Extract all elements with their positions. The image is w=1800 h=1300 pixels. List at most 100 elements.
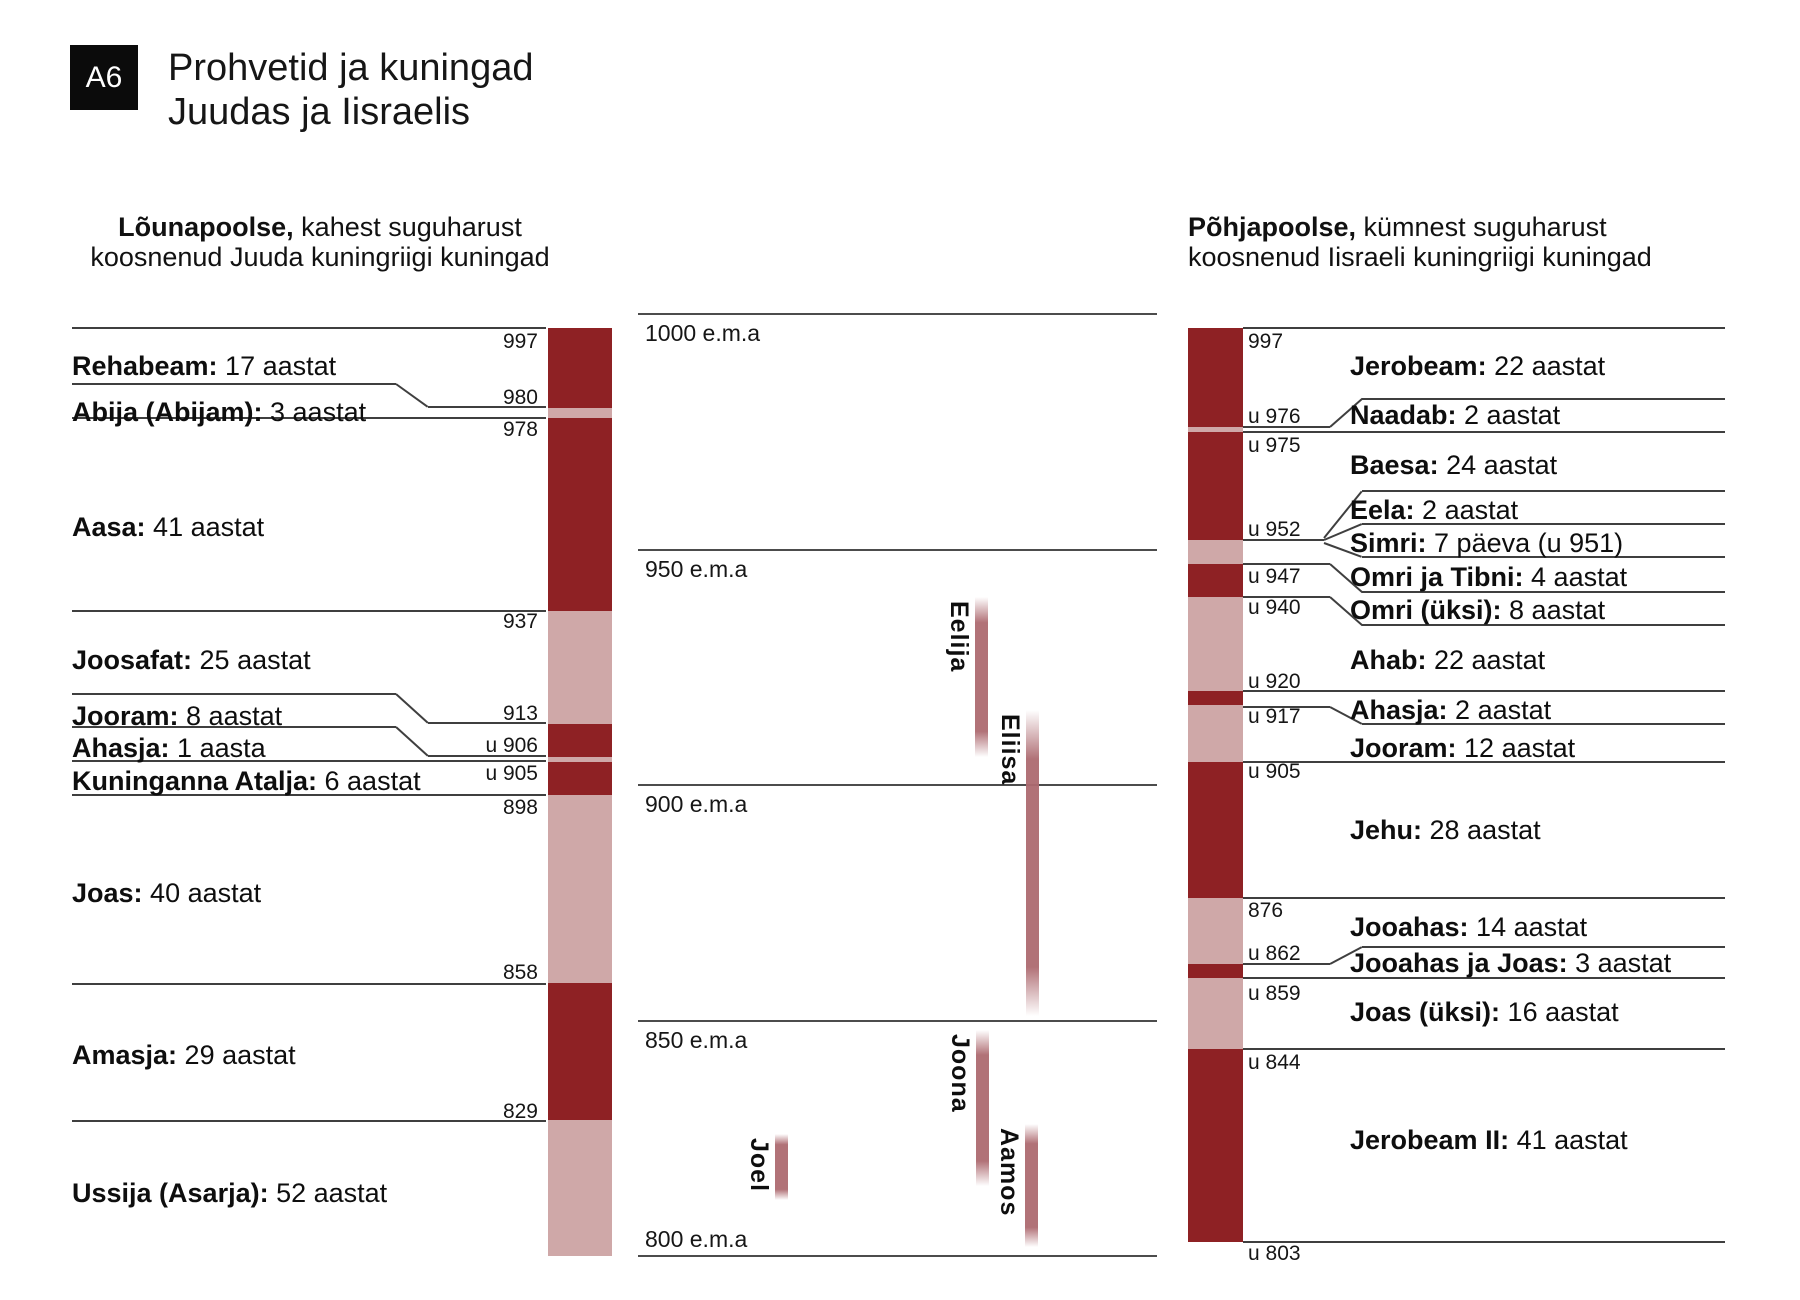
israel-king-row: Jooram: 12 aastat (1350, 732, 1575, 764)
prophet-label-joona: Joona (946, 1034, 974, 1113)
israel-year-label: u 859 (1248, 982, 1301, 1005)
prophet-bar-joel (775, 1133, 788, 1200)
judah-king-name: Ussija (Asarja): (72, 1178, 269, 1208)
judah-year-label: 937 (502, 610, 538, 633)
judah-line-3 (428, 406, 546, 408)
israel-king-reign-length: 22 aastat (1486, 351, 1606, 381)
judah-line-0 (72, 327, 546, 329)
israel-line-7 (1362, 523, 1725, 525)
judah-year-label: u 906 (485, 734, 538, 757)
judah-line-5 (72, 610, 546, 612)
israel-king-reign-length: 41 aastat (1509, 1125, 1628, 1155)
israel-line-1 (1362, 398, 1725, 400)
judah-king-row: Amasja: 29 aastat (72, 1039, 296, 1071)
israel-line-19 (1243, 706, 1330, 708)
israel-year-label: 876 (1248, 899, 1284, 922)
israel-king-row: Joas (üksi): 16 aastat (1350, 996, 1619, 1028)
israel-year-label: u 952 (1248, 518, 1301, 541)
timeline-tick-line-800 (638, 1255, 1157, 1258)
prophet-bar-joona (976, 1030, 989, 1186)
israel-king-name: Baesa: (1350, 450, 1439, 480)
judah-king-row: Kuninganna Atalja: 6 aastat (72, 765, 421, 797)
israel-king-reign-length: 7 päeva (u 951) (1426, 528, 1624, 558)
judah-king-name: Joas: (72, 878, 143, 908)
israel-reign-bar-segment-12 (1188, 1049, 1243, 1243)
judah-king-row: Ussija (Asarja): 52 aastat (72, 1177, 387, 1209)
israel-year-label: u 862 (1248, 942, 1301, 965)
judah-king-reign-length: 8 aastat (178, 701, 283, 731)
israel-king-row: Omri ja Tibni: 4 aastat (1350, 561, 1627, 593)
israel-line-24 (1362, 946, 1725, 948)
israel-reign-bar-segment-5 (1188, 596, 1243, 691)
judah-line-13 (72, 794, 546, 796)
judah-line-15 (72, 1120, 546, 1122)
israel-king-reign-length: 22 aastat (1426, 645, 1546, 675)
israel-king-row: Jehu: 28 aastat (1350, 814, 1541, 846)
israel-king-name: Omri ja Tibni: (1350, 562, 1524, 592)
israel-king-row: Ahasja: 2 aastat (1350, 694, 1551, 726)
israel-reign-bar-segment-8 (1188, 761, 1243, 899)
judah-year-label: 858 (502, 961, 538, 984)
israel-king-name: Omri (üksi): (1350, 595, 1502, 625)
judah-king-reign-length: 40 aastat (142, 878, 262, 908)
judah-reign-bar-segment-1 (548, 408, 612, 418)
judah-line-11 (428, 755, 546, 757)
israel-line-15 (1243, 596, 1330, 598)
page-title-line1: Prohvetid ja kuningad (168, 47, 534, 89)
israel-line-22 (1243, 761, 1725, 763)
israel-reign-bar-segment-10 (1188, 964, 1243, 979)
judah-reign-bar-segment-4 (548, 723, 612, 757)
judah-year-label: 980 (502, 386, 538, 409)
israel-year-label: u 920 (1248, 670, 1301, 693)
prophet-label-eliisa: Eliisa (996, 713, 1024, 786)
israel-line-10 (1362, 556, 1725, 558)
israel-reign-bar-segment-7 (1188, 705, 1243, 762)
chart-number-badge: A6 (70, 45, 138, 110)
israel-line-0 (1243, 327, 1725, 329)
judah-year-label: u 905 (485, 762, 538, 785)
israel-reign-bar-segment-3 (1188, 540, 1243, 564)
israel-king-name: Jooahas: (1350, 912, 1469, 942)
israel-king-row: Eela: 2 aastat (1350, 494, 1518, 526)
israel-year-label: u 844 (1248, 1051, 1301, 1074)
judah-king-name: Amasja: (72, 1040, 178, 1070)
israel-king-name: Naadab: (1350, 400, 1457, 430)
israel-king-name: Joas (üksi): (1350, 997, 1501, 1027)
judah-king-reign-length: 52 aastat (268, 1178, 388, 1208)
judah-year-label: 913 (502, 702, 538, 725)
israel-reign-bar-segment-0 (1188, 328, 1243, 428)
israel-heading: Põhjapoolse, kümnest suguharust koosnenu… (1188, 212, 1708, 272)
timeline-tick-line-1000 (638, 313, 1157, 315)
judah-king-name: Rehabeam: (72, 351, 218, 381)
israel-king-name: Simri: (1350, 528, 1427, 558)
israel-reign-bar-segment-9 (1188, 898, 1243, 965)
prophet-bar-aamos (1025, 1124, 1038, 1247)
israel-king-name: Ahab: (1350, 645, 1427, 675)
israel-heading-line2: koosnenud Iisraeli kuningriigi kuningad (1188, 242, 1652, 272)
prophet-bar-eliisa (1026, 709, 1039, 1017)
israel-year-label: u 947 (1248, 565, 1301, 588)
judah-heading-line2: koosnenud Juuda kuningriigi kuningad (90, 242, 550, 272)
page-title: Prohvetid ja kuningad Juudas ja Iisraeli… (168, 46, 533, 134)
israel-king-reign-length: 24 aastat (1438, 450, 1558, 480)
judah-line-1 (72, 383, 396, 385)
israel-king-row: Jooahas: 14 aastat (1350, 911, 1587, 943)
judah-year-label: 829 (502, 1100, 538, 1123)
israel-line-3 (1243, 426, 1330, 428)
israel-king-name: Jooram: (1350, 733, 1457, 763)
judah-line-9 (72, 726, 396, 728)
israel-king-reign-length: 14 aastat (1468, 912, 1588, 942)
timeline-tick-line-850 (638, 1019, 1157, 1022)
judah-heading-line1: Lõunapoolse, kahest suguharust (118, 212, 522, 242)
judah-king-row: Abija (Abijam): 3 aastat (72, 396, 366, 428)
page-title-line2: Juudas ja Iisraelis (168, 91, 471, 133)
judah-king-name: Kuninganna Atalja: (72, 766, 318, 796)
israel-king-row: Simri: 7 päeva (u 951) (1350, 527, 1623, 559)
israel-king-name: Jerobeam II: (1350, 1125, 1510, 1155)
timeline-tick-label-800: 800 e.m.a (645, 1226, 748, 1253)
israel-king-reign-length: 28 aastat (1422, 815, 1541, 845)
israel-line-12 (1243, 563, 1330, 565)
israel-king-name: Jehu: (1350, 815, 1423, 845)
israel-king-row: Naadab: 2 aastat (1350, 399, 1560, 431)
